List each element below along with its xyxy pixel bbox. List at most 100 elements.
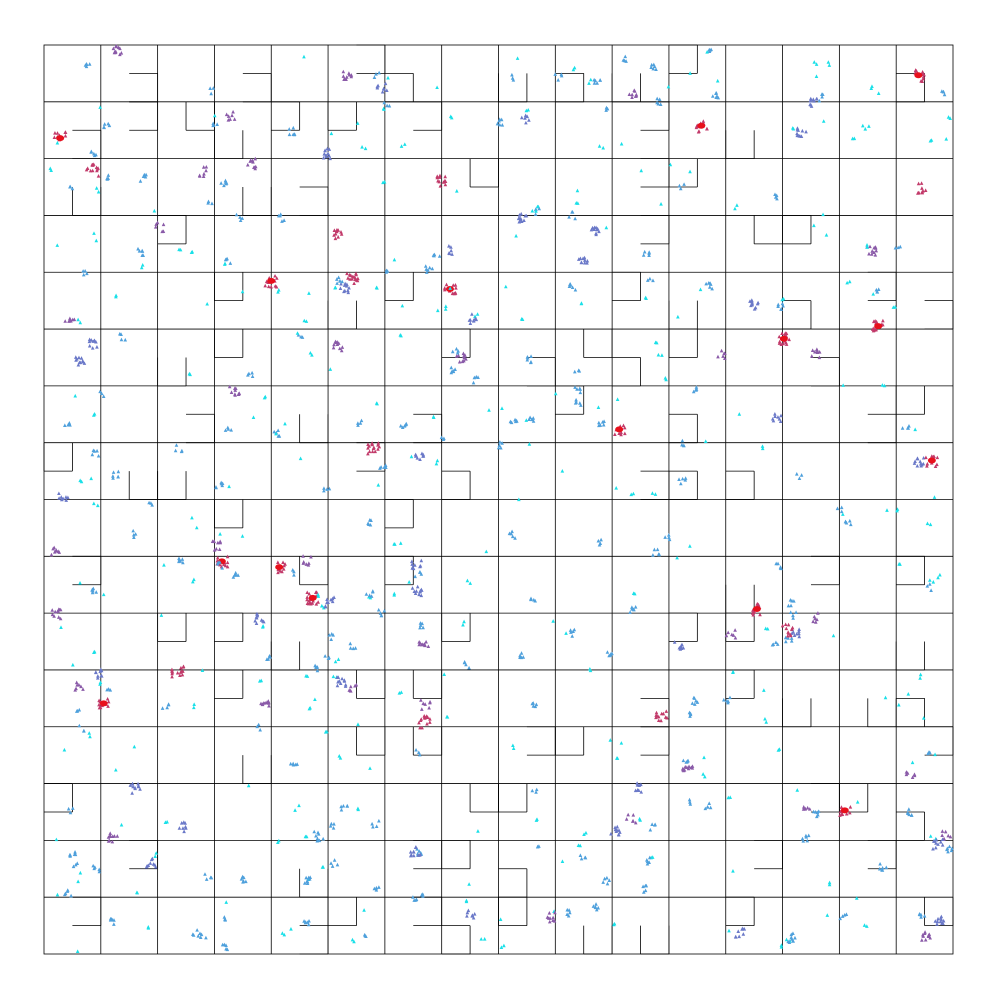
point-cluster xyxy=(940,89,947,97)
point-marker xyxy=(570,285,575,289)
point-marker xyxy=(151,862,156,866)
point-marker xyxy=(57,496,61,500)
point-marker xyxy=(502,943,506,948)
point-marker xyxy=(941,918,946,923)
point-marker xyxy=(90,168,95,173)
point-marker xyxy=(570,210,574,214)
point-cluster xyxy=(366,518,373,527)
point-marker xyxy=(574,397,578,402)
point-cluster xyxy=(733,926,747,939)
point-marker xyxy=(108,831,113,835)
point-marker xyxy=(917,912,922,917)
point-marker xyxy=(307,877,312,881)
point-marker xyxy=(733,628,737,632)
point-cluster xyxy=(715,78,720,83)
point-marker xyxy=(534,702,539,707)
point-marker xyxy=(231,109,235,114)
point-marker xyxy=(609,831,613,836)
quadtree-subcell xyxy=(186,413,215,444)
point-marker xyxy=(323,148,327,153)
point-cluster xyxy=(573,385,583,395)
point-marker xyxy=(92,650,96,655)
point-marker xyxy=(904,770,909,774)
point-marker xyxy=(665,715,669,720)
point-marker xyxy=(230,113,234,118)
point-cluster xyxy=(676,314,680,319)
point-cluster xyxy=(287,125,297,137)
point-marker xyxy=(788,610,793,615)
point-marker xyxy=(523,113,528,118)
point-marker xyxy=(326,151,330,156)
point-cluster xyxy=(814,74,819,78)
point-marker xyxy=(59,495,64,499)
point-marker xyxy=(925,584,930,588)
point-marker xyxy=(265,657,269,662)
point-marker xyxy=(882,383,887,388)
point-marker xyxy=(448,286,452,290)
point-marker xyxy=(374,887,379,892)
point-marker xyxy=(686,766,691,771)
point-marker xyxy=(724,633,729,638)
point-cluster xyxy=(332,227,344,241)
point-marker xyxy=(327,633,332,637)
point-cluster xyxy=(98,105,102,109)
point-marker xyxy=(204,877,209,881)
point-marker xyxy=(657,97,662,101)
point-marker xyxy=(849,522,853,527)
quadtree-subcell xyxy=(867,698,897,728)
point-marker xyxy=(934,845,938,850)
point-marker xyxy=(656,714,661,719)
quadtree-subcell xyxy=(668,44,698,74)
point-marker xyxy=(304,673,308,678)
point-marker xyxy=(413,563,417,567)
point-cluster xyxy=(498,917,503,922)
point-marker xyxy=(219,181,223,185)
point-marker xyxy=(788,632,793,637)
point-marker xyxy=(201,165,206,169)
point-marker xyxy=(585,258,590,263)
point-cluster xyxy=(71,861,80,869)
point-marker xyxy=(804,835,809,839)
point-cluster xyxy=(398,421,409,430)
point-cluster xyxy=(177,247,183,252)
point-marker xyxy=(133,532,138,536)
point-cluster xyxy=(302,318,309,323)
point-cluster xyxy=(313,697,317,702)
point-marker xyxy=(932,495,937,499)
point-marker xyxy=(153,864,158,869)
point-cluster xyxy=(173,443,184,454)
point-cluster xyxy=(500,406,504,411)
point-marker xyxy=(325,146,330,151)
point-marker xyxy=(497,443,502,448)
point-cluster xyxy=(589,225,601,237)
point-marker xyxy=(647,860,651,864)
point-marker xyxy=(232,117,237,121)
point-cluster xyxy=(659,201,663,206)
point-marker xyxy=(605,875,609,880)
point-marker xyxy=(792,633,797,637)
point-cluster xyxy=(507,529,517,540)
point-marker xyxy=(113,44,118,49)
point-marker xyxy=(694,385,699,389)
point-marker xyxy=(251,415,256,419)
point-marker xyxy=(79,356,84,360)
point-cluster xyxy=(535,844,541,849)
point-marker xyxy=(453,282,458,287)
point-marker xyxy=(420,642,425,646)
point-marker xyxy=(152,208,157,213)
point-marker xyxy=(791,931,795,936)
point-marker xyxy=(780,623,785,628)
point-marker xyxy=(258,727,262,732)
point-cluster xyxy=(227,484,231,489)
point-marker xyxy=(325,729,329,734)
point-marker xyxy=(770,416,775,421)
point-marker xyxy=(408,850,413,854)
point-marker xyxy=(701,772,705,776)
point-marker xyxy=(928,935,932,940)
point-cluster xyxy=(445,714,450,719)
point-marker xyxy=(222,562,226,567)
point-marker xyxy=(468,581,473,585)
point-marker xyxy=(895,507,900,511)
point-cluster xyxy=(251,415,256,419)
point-marker xyxy=(74,680,79,685)
